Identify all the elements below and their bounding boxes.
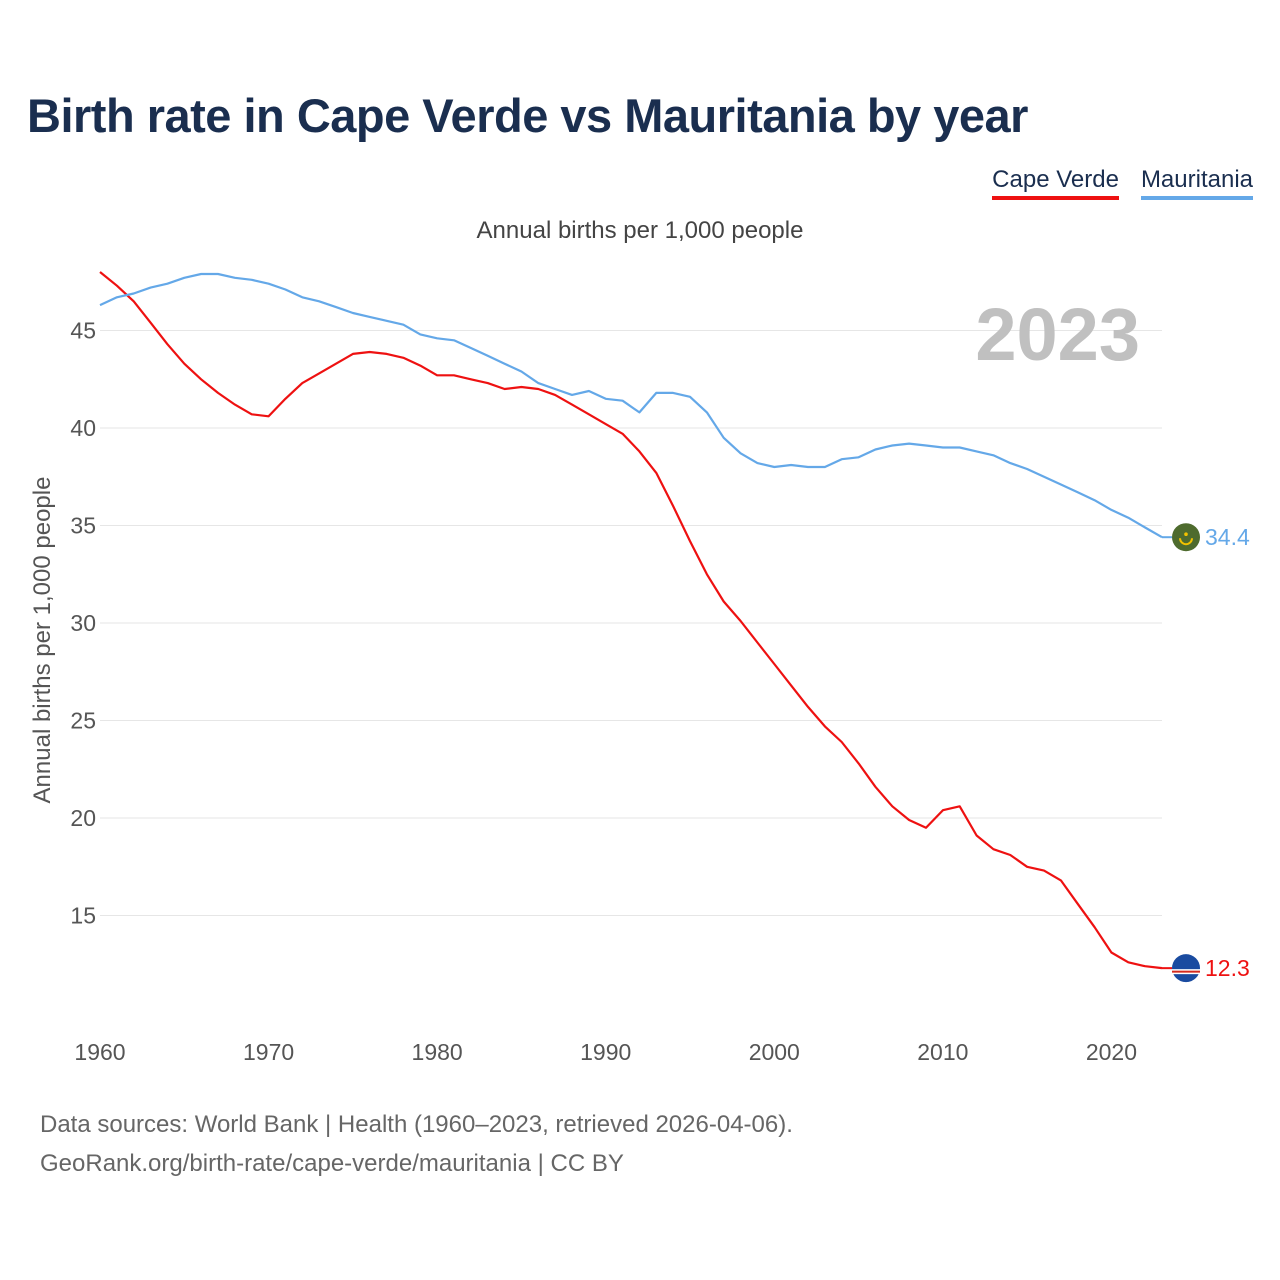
year-label: 2023: [975, 293, 1140, 376]
end-value-label-cape-verde: 12.3: [1205, 955, 1250, 981]
y-tick-label-40: 40: [70, 415, 96, 441]
legend-item-mauritania[interactable]: Mauritania: [1140, 166, 1253, 200]
flag-disc: [1172, 523, 1200, 552]
legend-item-cape-verde[interactable]: Cape Verde: [992, 166, 1119, 200]
footer: Data sources: World Bank | Health (1960–…: [40, 1105, 793, 1183]
flag-stripe-red: [1172, 970, 1200, 973]
y-tick-label-15: 15: [70, 903, 96, 929]
chart-subtitle: Annual births per 1,000 people: [476, 217, 804, 244]
footer-link[interactable]: GeoRank.org/birth-rate/cape-verde/maurit…: [40, 1150, 624, 1177]
x-tick-label-1960: 1960: [74, 1039, 125, 1065]
flag-disc: [1172, 954, 1200, 983]
chart-title: Birth rate in Cape Verde vs Mauritania b…: [27, 89, 1028, 142]
axes: 15 20 25 30 35 40 45 1960 1970 1980 1990 2000 2010 20…: [70, 318, 1137, 1066]
flag-crescent: [1179, 538, 1193, 546]
series-line-mauritania: [99, 272, 1163, 539]
x-tick-label-1980: 1980: [412, 1039, 463, 1065]
x-tick-label-2020: 2020: [1086, 1039, 1137, 1065]
x-tick-label-2010: 2010: [917, 1039, 968, 1065]
series: [99, 271, 1163, 970]
x-tick-label-1970: 1970: [243, 1039, 294, 1065]
x-tick-label-1990: 1990: [580, 1039, 631, 1065]
y-tick-label-45: 45: [70, 318, 96, 344]
end-value-label-mauritania: 34.4: [1205, 524, 1250, 550]
flag-star: [1184, 532, 1188, 536]
footer-sources: Data sources: World Bank | Health (1960–…: [40, 1111, 793, 1138]
y-axis-title: Annual births per 1,000 people: [29, 477, 56, 804]
x-tick-label-2000: 2000: [749, 1039, 800, 1065]
y-tick-label-20: 20: [70, 805, 96, 831]
flag-mauritania-icon: [1172, 523, 1200, 552]
flag-cape-verde-icon: [1172, 954, 1200, 983]
legend: Cape Verde Mauritania: [992, 166, 1253, 200]
end-markers: 12.3 34.4: [1162, 523, 1250, 983]
y-tick-label-30: 30: [70, 610, 96, 636]
series-line-cape-verde: [99, 271, 1163, 970]
y-tick-label-35: 35: [70, 513, 96, 539]
y-tick-label-25: 25: [70, 708, 96, 734]
grid: [100, 330, 1162, 916]
